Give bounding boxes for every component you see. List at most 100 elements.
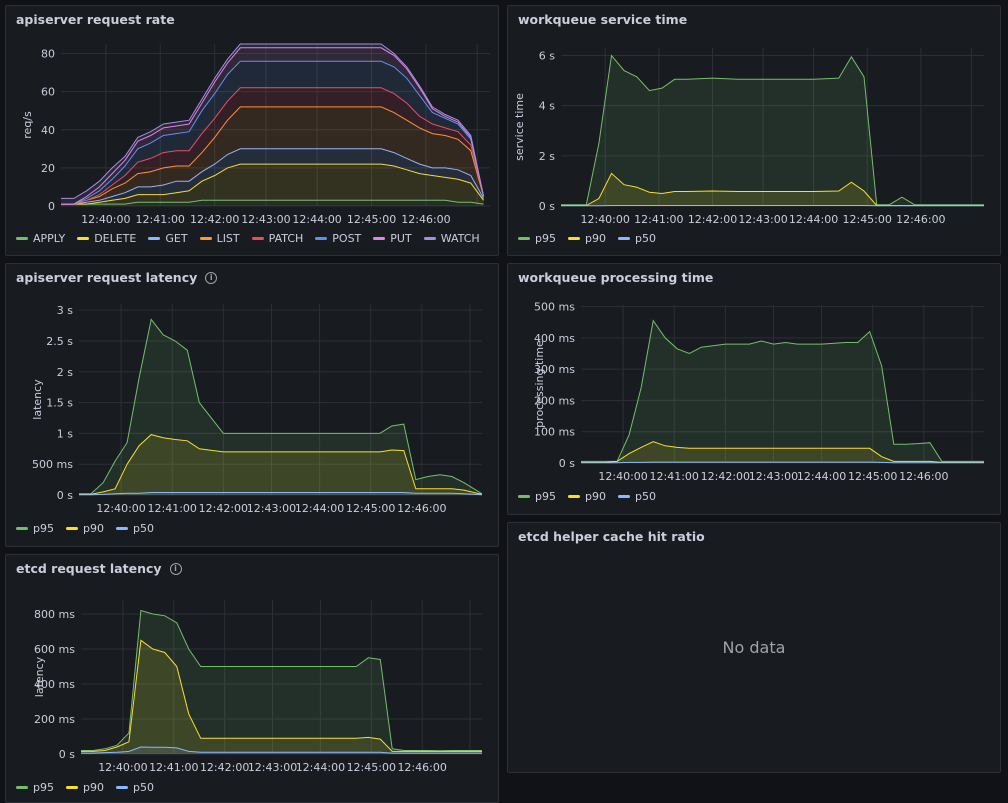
legend-label: p90 (584, 232, 606, 245)
y-axis-label: processing time (533, 340, 546, 428)
legend-swatch (518, 237, 530, 240)
legend: p95 p90 p50 (16, 522, 154, 535)
x-tick-label: 12:41:00 (136, 213, 185, 226)
legend-item-p50[interactable]: p50 (115, 522, 154, 535)
y-tick-label: 0 s (57, 489, 73, 502)
chart-apiserver-request-rate[interactable]: 0 20 40 60 80 12:40:00 12:41:00 12:42:00 12:43:0… (6, 6, 499, 256)
panel-apiserver-request-rate[interactable]: apiserver request rate 0 20 40 60 80 12:40:00… (5, 5, 499, 256)
series-line-list[interactable] (61, 106, 485, 205)
chart-workqueue-service-time[interactable]: 0 s2 s4 s6 s12:40:00 12:41:00 12:42:00 12:4… (508, 6, 1001, 256)
series-line-get[interactable] (61, 148, 485, 205)
legend-item-p95[interactable]: p95 (518, 232, 556, 245)
legend-item-apply[interactable]: APPLY (16, 232, 65, 245)
x-tick-label: 12:43:00 (241, 213, 290, 226)
legend: p95 p90 p50 (16, 781, 154, 794)
legend-item-p95[interactable]: p95 (16, 522, 54, 535)
y-tick-label: 400 ms (34, 678, 75, 691)
chart-workqueue-processing-time[interactable]: 0 s 100 ms 200 ms 300 ms 400 ms 500 ms 12:40:0… (508, 264, 1001, 515)
legend-item-p50[interactable]: p50 (617, 490, 656, 503)
series-line-p90[interactable] (81, 639, 482, 752)
legend-swatch (567, 237, 580, 240)
x-tick-label: 12:40:00 (81, 213, 130, 226)
legend-swatch (373, 237, 386, 240)
legend-item-p95[interactable]: p95 (16, 781, 54, 794)
y-tick-label: 800 ms (34, 608, 75, 621)
legend-item-put[interactable]: PUT (373, 232, 412, 245)
panel-etcd-helper-cache-hit-ratio[interactable]: etcd helper cache hit ratio No data (507, 522, 1001, 773)
panel-title: workqueue processing time (518, 270, 714, 285)
legend-item-watch[interactable]: WATCH (423, 232, 480, 245)
series-area-p95 (561, 55, 984, 206)
info-icon[interactable]: i (205, 271, 218, 284)
legend-item-p50[interactable]: p50 (115, 781, 154, 794)
y-tick-label: 0 (48, 200, 55, 213)
series-line-p95[interactable] (561, 54, 984, 206)
series-line-post[interactable] (61, 60, 485, 205)
legend-swatch (617, 495, 630, 498)
legend-swatch (617, 237, 630, 240)
series-line-p50[interactable] (81, 746, 482, 754)
series-line-apply[interactable] (61, 199, 484, 205)
x-tick-label: 12:40:00 (98, 761, 147, 774)
series-line-watch[interactable] (61, 43, 485, 199)
x-tick-label: 12:45:00 (347, 761, 396, 774)
series-line-delete[interactable] (61, 163, 485, 205)
legend: APPLY DELETE GET LIST PATCH POST PUT WATCH (16, 232, 480, 245)
y-tick-label: 500 ms (32, 458, 73, 471)
legend-label: p50 (132, 522, 154, 535)
y-tick-label: 200 ms (34, 713, 75, 726)
y-tick-label: 200 ms (534, 394, 575, 407)
legend-item-p50[interactable]: p50 (617, 232, 656, 245)
panel-workqueue-processing-time[interactable]: workqueue processing time 0 s 100 ms 200 m… (507, 263, 1001, 515)
series-line-p50[interactable] (79, 492, 483, 496)
panel-etcd-request-latency[interactable]: etcd request latency i 0 s 200 ms 400 ms 60… (5, 554, 499, 803)
series-line-p50[interactable] (581, 461, 984, 464)
series-line-p95[interactable] (581, 319, 984, 462)
x-tick-label: 12:44:00 (789, 213, 838, 226)
legend-item-p90[interactable]: p90 (567, 490, 606, 503)
series-area-p50 (79, 492, 482, 495)
y-tick-label: 6 s (539, 50, 555, 63)
legend-item-p90[interactable]: p90 (65, 522, 104, 535)
legend-item-patch[interactable]: PATCH (251, 232, 303, 245)
legend-item-delete[interactable]: DELETE (77, 232, 136, 245)
y-tick-label: 2 s (539, 150, 555, 163)
series-area-get (61, 148, 484, 205)
series-line-p95[interactable] (79, 318, 483, 495)
series-line-patch[interactable] (61, 87, 485, 205)
panel-apiserver-request-latency[interactable]: apiserver request latency i 0 s 500 ms 1 s… (5, 263, 499, 547)
series-area-patch (61, 87, 484, 205)
series-line-put[interactable] (61, 47, 485, 205)
x-tick-label: 12:40:00 (96, 502, 145, 515)
panel-title: apiserver request rate (16, 12, 175, 27)
legend-item-p90[interactable]: p90 (567, 232, 606, 245)
x-tick-label: 12:44:00 (295, 502, 344, 515)
legend-label: APPLY (33, 232, 66, 245)
series-line-p90[interactable] (581, 441, 984, 463)
legend-label: GET (165, 232, 188, 245)
x-tick-label: 12:46:00 (397, 761, 446, 774)
series-area-list (61, 106, 484, 205)
x-tick-label: 12:42:00 (701, 470, 750, 483)
series-area-p90 (561, 173, 984, 206)
legend-label: p50 (132, 781, 154, 794)
legend-item-post[interactable]: POST (315, 232, 361, 245)
series-area-apply (61, 200, 484, 206)
legend-swatch (423, 237, 436, 240)
chart-etcd-request-latency[interactable]: 0 s 200 ms 400 ms 600 ms 800 ms 12:40:00 12:41… (6, 555, 499, 803)
series-line-p90[interactable] (79, 434, 483, 495)
legend-item-list[interactable]: LIST (199, 232, 240, 245)
series-line-p95[interactable] (81, 609, 482, 752)
info-icon[interactable]: i (169, 562, 182, 575)
legend-item-get[interactable]: GET (148, 232, 188, 245)
no-data-message: No data (722, 638, 786, 657)
legend-label: WATCH (440, 232, 480, 245)
y-tick-label: 1.5 s (46, 397, 73, 410)
x-tick-label: 12:45:00 (346, 502, 395, 515)
y-tick-label: 3 s (57, 304, 73, 317)
panel-workqueue-service-time[interactable]: workqueue service time 0 s 2 s 4 s 6 s 12:40… (507, 5, 1001, 256)
series-area-p95 (581, 320, 984, 463)
legend-item-p90[interactable]: p90 (65, 781, 104, 794)
legend-item-p95[interactable]: p95 (518, 490, 556, 503)
